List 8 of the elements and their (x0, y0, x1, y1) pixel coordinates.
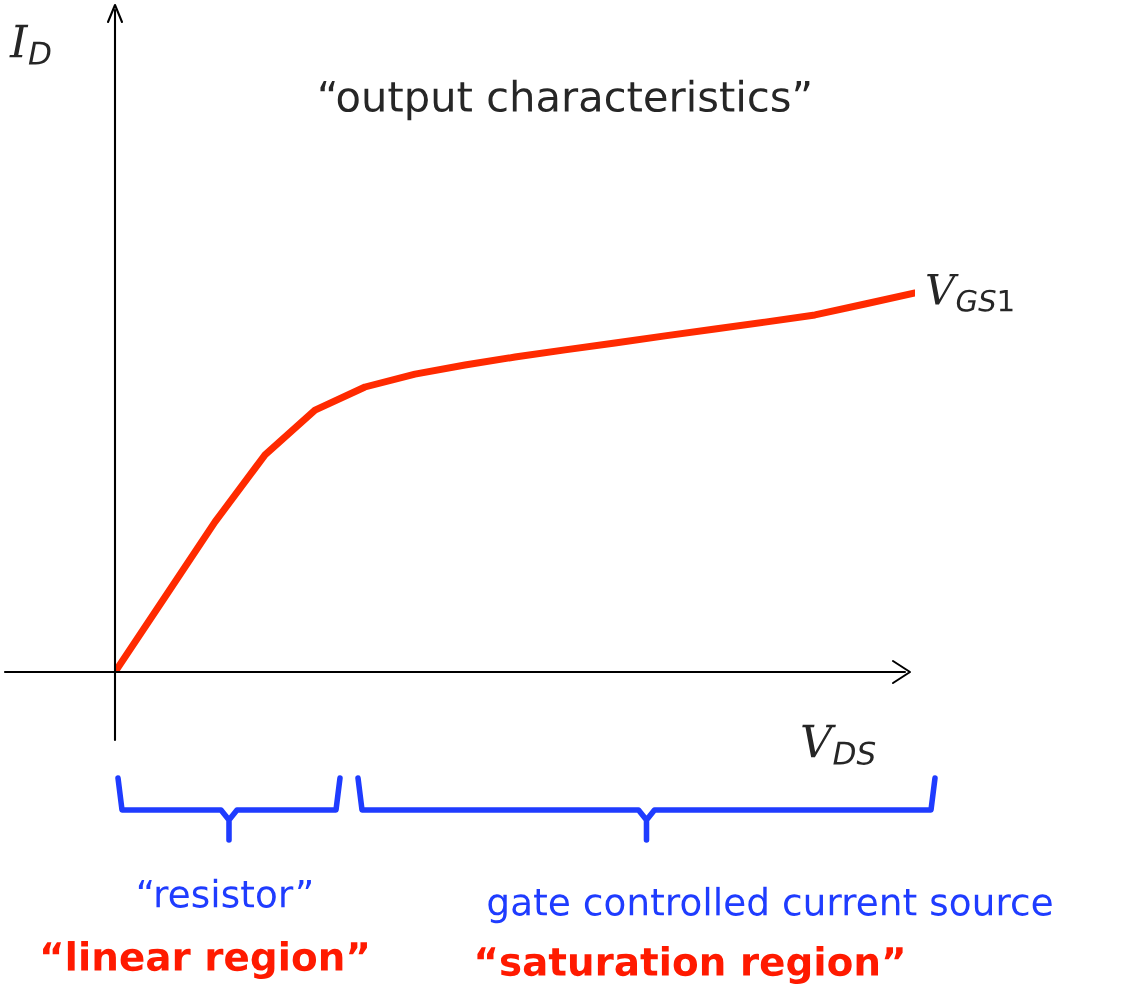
x-axis-title: V$_{DS}$ (802, 724, 876, 765)
text: “linear region” (43, 941, 367, 979)
series-label: V$_{GS1}$ (927, 274, 1013, 312)
text: gate controlled current source (488, 886, 1052, 924)
text: I$_{D}$ (9, 24, 51, 65)
chart-title: “output characteristics” (320, 79, 810, 121)
text: “resistor” (138, 878, 311, 908)
text: “saturation region” (477, 946, 903, 984)
